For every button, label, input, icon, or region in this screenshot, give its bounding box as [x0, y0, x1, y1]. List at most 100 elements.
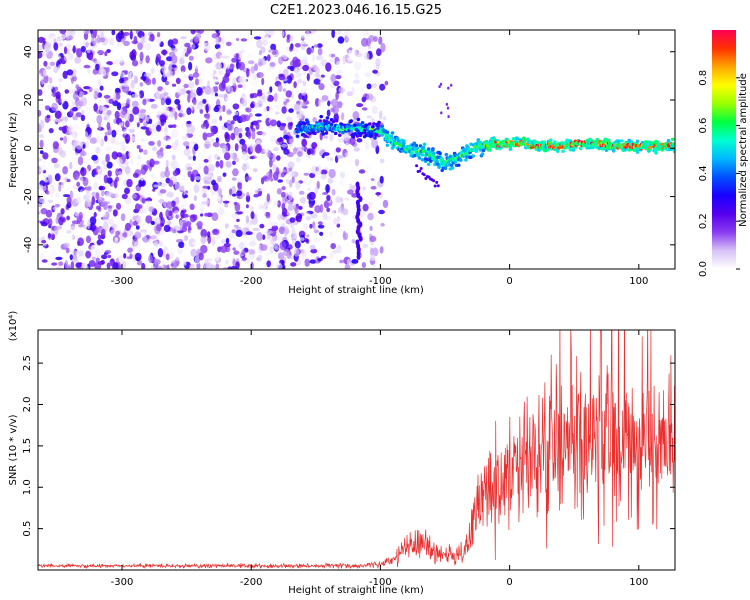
signal-blob	[372, 122, 376, 126]
noise-blob	[65, 265, 72, 269]
noise-blob	[76, 193, 82, 199]
noise-blob	[245, 204, 249, 209]
noise-blob	[214, 92, 218, 97]
noise-blob	[330, 73, 337, 83]
noise-blob	[318, 221, 323, 226]
noise-blob	[38, 266, 44, 269]
signal-blob	[325, 116, 330, 120]
noise-blob	[238, 242, 245, 249]
noise-blob	[200, 235, 207, 245]
noise-blob	[204, 258, 213, 262]
signal-blob	[435, 180, 439, 184]
signal-blob	[620, 139, 624, 143]
noise-blob	[197, 101, 203, 106]
noise-blob	[67, 235, 72, 240]
noise-blob	[131, 178, 139, 185]
noise-blob	[286, 116, 293, 123]
noise-blob	[175, 255, 180, 262]
noise-blob	[192, 155, 196, 161]
noise-blob	[268, 106, 274, 113]
signal-blob	[439, 82, 443, 86]
noise-blob	[205, 104, 209, 114]
signal-blob	[471, 154, 476, 158]
noise-blob	[205, 114, 211, 120]
noise-blob	[100, 138, 104, 148]
noise-blob	[231, 177, 237, 181]
noise-blob	[240, 44, 245, 52]
noise-blob	[40, 222, 48, 227]
noise-blob	[72, 106, 78, 112]
y-tick-label: 2.5	[22, 355, 33, 371]
noise-blob	[377, 243, 383, 248]
noise-blob	[153, 83, 159, 93]
noise-blob	[147, 146, 152, 156]
noise-blob	[215, 36, 220, 45]
noise-blob	[104, 135, 108, 142]
noise-blob	[337, 101, 343, 109]
noise-blob	[38, 197, 45, 203]
noise-blob	[205, 122, 209, 128]
noise-blob	[224, 235, 227, 239]
noise-blob	[211, 236, 216, 247]
noise-blob	[262, 234, 266, 240]
noise-blob	[276, 155, 281, 161]
noise-blob	[111, 151, 119, 160]
signal-blob	[414, 143, 419, 148]
noise-blob	[215, 137, 219, 143]
noise-blob	[278, 226, 286, 235]
x-tick-label: -100	[369, 577, 392, 588]
noise-blob	[72, 68, 77, 78]
noise-blob	[202, 193, 207, 198]
noise-blob	[147, 238, 152, 244]
noise-blob	[308, 191, 316, 200]
noise-blob	[118, 85, 122, 89]
noise-blob	[306, 148, 311, 156]
colorbar-tick-label: 0.6	[698, 118, 709, 134]
noise-blob	[164, 80, 170, 86]
noise-blob	[309, 223, 313, 229]
noise-blob	[81, 187, 85, 191]
noise-blob	[59, 34, 67, 40]
noise-blob	[325, 184, 330, 193]
snr-y-axis: 0.5 1.0 1.5 2.0 2.5	[22, 355, 675, 537]
noise-blob	[72, 255, 78, 260]
noise-blob	[114, 236, 119, 246]
noise-blob	[342, 230, 347, 239]
signal-blob	[449, 163, 454, 167]
noise-blob	[146, 160, 150, 166]
noise-blob	[193, 184, 200, 193]
noise-blob	[230, 63, 235, 69]
noise-blob	[184, 217, 189, 223]
noise-blob	[226, 108, 232, 116]
y-tick-label: -40	[23, 237, 34, 253]
noise-blob	[265, 230, 274, 235]
noise-blob	[44, 105, 51, 111]
noise-blob	[95, 192, 100, 200]
noise-blob	[231, 57, 238, 63]
noise-blob	[166, 264, 170, 269]
spectrogram-y-axis: -40 -20 0 20 40	[23, 45, 675, 253]
signal-blob	[349, 119, 354, 123]
noise-blob	[137, 92, 141, 100]
signal-blob	[480, 152, 485, 156]
noise-blob	[127, 172, 133, 178]
noise-blob	[250, 144, 254, 153]
noise-blob	[314, 136, 320, 140]
noise-blob	[268, 60, 276, 70]
noise-blob	[300, 88, 307, 96]
noise-blob	[54, 110, 62, 120]
noise-blob	[51, 262, 58, 266]
noise-blob	[252, 102, 260, 109]
signal-blob	[417, 156, 422, 160]
noise-blob	[57, 77, 64, 82]
noise-blob	[295, 213, 302, 223]
noise-blob	[186, 120, 192, 125]
signal-blob	[431, 148, 435, 152]
noise-blob	[89, 137, 98, 144]
noise-blob	[225, 259, 229, 265]
noise-blob	[145, 199, 152, 208]
noise-blob	[180, 204, 185, 209]
noise-blob	[165, 159, 169, 168]
signal-blob	[603, 137, 608, 141]
signal-blob	[556, 149, 560, 153]
